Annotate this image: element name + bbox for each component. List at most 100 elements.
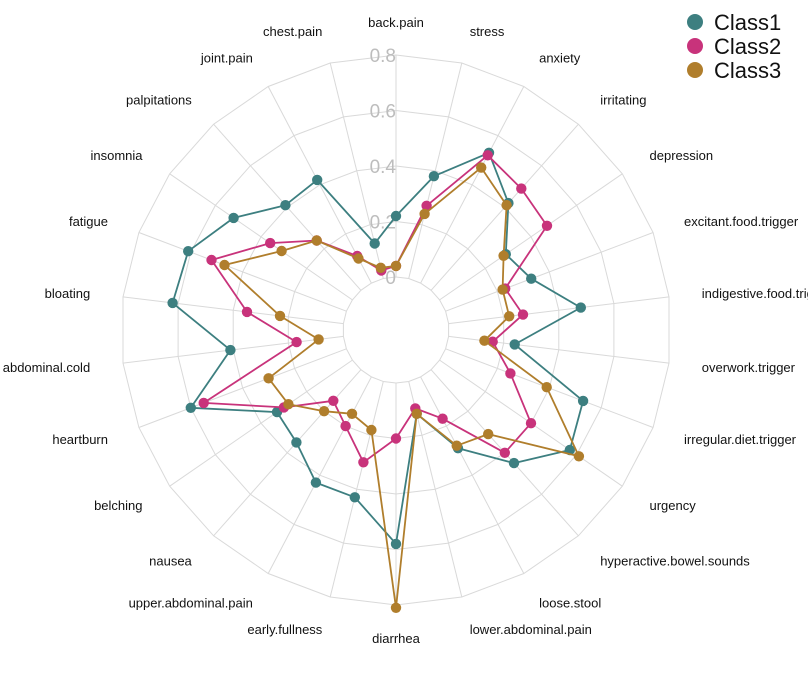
data-point	[183, 246, 194, 257]
legend-label: Class1	[714, 10, 781, 35]
data-point	[516, 183, 527, 194]
category-label: joint.pain	[200, 50, 253, 65]
data-point	[575, 302, 586, 313]
category-label: indigestive.food.trigger	[702, 286, 808, 301]
grid-spoke	[420, 86, 525, 284]
data-point	[366, 424, 377, 436]
grid-spoke	[267, 86, 372, 284]
category-labels: back.pain stress anxiety irritating depressi…	[3, 15, 808, 646]
category-label: bloating	[45, 286, 91, 301]
data-point	[390, 602, 402, 613]
data-point	[505, 368, 516, 379]
data-point	[483, 428, 494, 440]
data-point	[353, 253, 364, 264]
series-Class2	[198, 150, 553, 468]
grid-spoke	[213, 369, 362, 537]
data-point	[497, 284, 508, 295]
data-point	[167, 297, 178, 309]
grid-spoke	[439, 173, 623, 301]
category-label: heartburn	[52, 432, 108, 447]
category-label: urgency	[650, 498, 697, 513]
data-point	[526, 273, 537, 284]
category-label: lower.abdominal.pain	[470, 622, 592, 637]
data-point	[509, 339, 520, 350]
grid-spoke	[448, 296, 670, 325]
data-point	[451, 440, 462, 451]
tick-label: 0.6	[370, 102, 396, 123]
data-point	[517, 309, 529, 320]
data-point	[525, 418, 537, 429]
data-point	[313, 334, 324, 345]
grid-spoke	[445, 232, 654, 312]
data-point	[219, 259, 230, 271]
grid-spoke	[138, 348, 347, 428]
legend-label: Class3	[714, 58, 781, 83]
category-label: chest.pain	[263, 24, 322, 39]
radial-tick-labels: 0 0.2 0.4 0.6 0.8	[370, 46, 397, 289]
data-point	[228, 212, 239, 224]
data-point	[312, 174, 323, 186]
data-point	[346, 408, 358, 419]
data-point	[499, 447, 510, 458]
tick-label: 0.4	[370, 157, 397, 178]
category-label: nausea	[149, 554, 192, 569]
legend-marker	[687, 38, 703, 54]
data-point	[541, 382, 552, 393]
data-point	[358, 457, 369, 468]
category-label: belching	[94, 498, 142, 513]
grid-spoke	[169, 359, 353, 487]
tick-label: 0	[385, 268, 396, 289]
category-label: diarrhea	[372, 631, 420, 646]
legend-label: Class2	[714, 34, 781, 59]
data-point	[411, 408, 422, 419]
data-point	[265, 237, 276, 249]
category-label: upper.abdominal.pain	[129, 596, 253, 611]
category-label: overwork.trigger	[702, 360, 796, 375]
data-point	[390, 433, 402, 444]
category-label: anxiety	[539, 50, 581, 65]
data-point	[476, 162, 487, 173]
grid-spoke	[138, 232, 347, 312]
data-point	[274, 310, 286, 322]
series-line	[223, 166, 580, 609]
data-point	[328, 395, 339, 406]
data-point	[241, 306, 253, 318]
category-label: irritating	[600, 93, 646, 108]
data-point	[501, 200, 512, 211]
data-point	[390, 210, 402, 222]
data-point	[498, 250, 509, 261]
data-point	[421, 200, 432, 211]
data-point	[369, 238, 380, 249]
category-label: insomnia	[90, 148, 143, 163]
category-label: loose.stool	[539, 596, 601, 611]
data-point	[419, 208, 430, 220]
category-label: early.fullness	[247, 622, 322, 637]
category-label: excitant.food.trigger	[684, 214, 799, 229]
grid-ring	[342, 276, 450, 384]
data-point	[310, 477, 322, 488]
data-point	[206, 254, 217, 266]
legend-marker	[687, 62, 703, 78]
data-point	[349, 492, 360, 503]
data-point	[390, 538, 402, 550]
data-point	[482, 150, 493, 161]
data-point	[479, 335, 490, 346]
data-point	[504, 311, 515, 322]
data-point	[185, 402, 196, 413]
data-point	[318, 406, 330, 417]
data-point	[225, 344, 236, 356]
tick-label: 0.8	[370, 46, 396, 67]
category-label: irregular.diet.trigger	[684, 432, 797, 447]
category-label: hyperactive.bowel.sounds	[600, 554, 750, 569]
category-label: palpitations	[126, 93, 192, 108]
grid-spoke	[329, 381, 384, 598]
category-label: abdominal.cold	[3, 360, 90, 375]
data-point	[375, 262, 386, 273]
grid-spoke	[169, 173, 353, 301]
category-label: back.pain	[368, 15, 424, 30]
data-point	[428, 171, 440, 182]
grid-spoke	[408, 62, 463, 279]
data-point	[291, 336, 302, 348]
